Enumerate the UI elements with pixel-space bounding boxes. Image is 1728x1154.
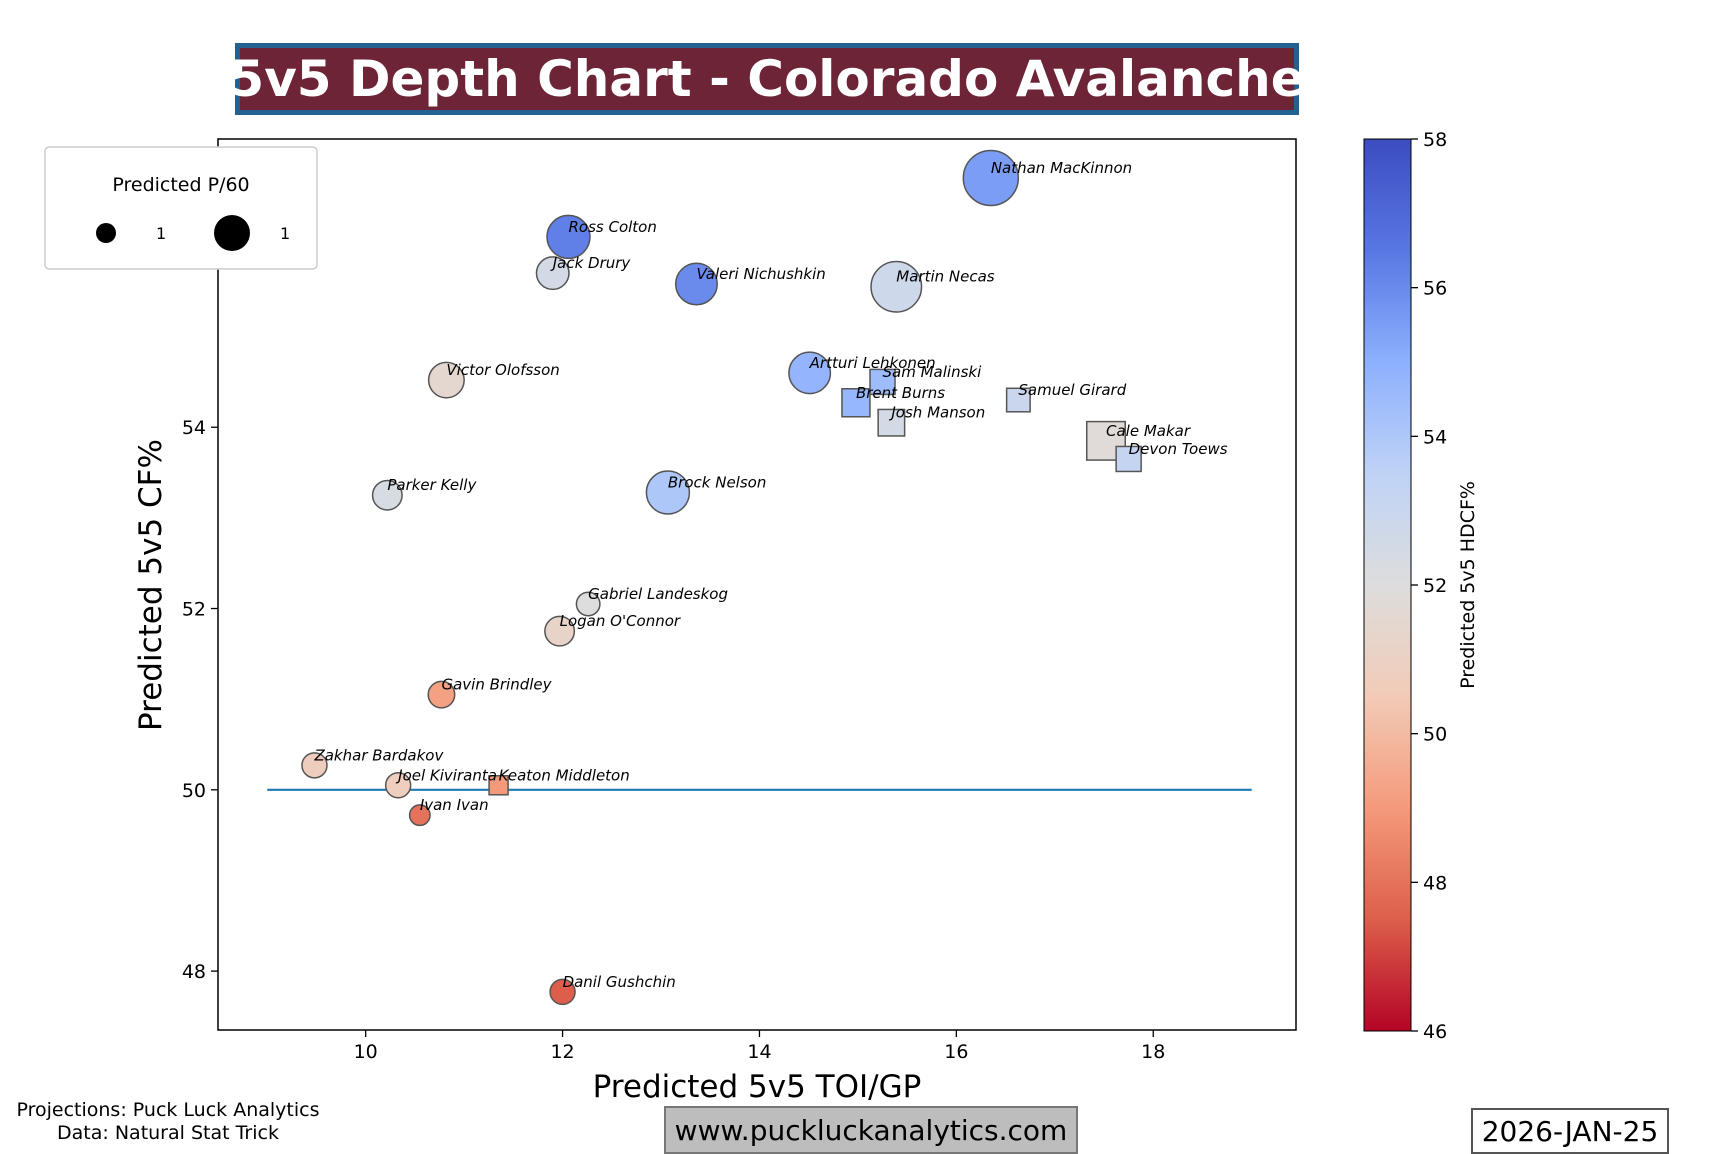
x-tick-label: 10: [354, 1041, 378, 1063]
data-point-valeri-nichushkin: [674, 262, 718, 306]
data-point-ross-colton: [546, 214, 591, 260]
legend-title: Predicted P/60: [112, 174, 249, 196]
point-label-valeri-nichushkin: Valeri Nichushkin: [696, 265, 825, 283]
data-point-danil-gushchin: [549, 978, 576, 1006]
y-axis-label: Predicted 5v5 CF%: [133, 439, 169, 731]
data-point-keaton-middleton: [488, 775, 509, 796]
point-label-samuel-girard: Samuel Girard: [1018, 381, 1126, 399]
colorbar-gradient: [1363, 138, 1412, 1032]
colorbar-tick-label: 48: [1423, 872, 1447, 894]
colorbar-tick-label: 56: [1423, 278, 1447, 300]
colorbar-tick-label: 46: [1423, 1021, 1447, 1043]
data-point-parker-kelly: [371, 479, 403, 511]
website-badge: www.puckluckanalytics.com: [664, 1106, 1078, 1154]
point-label-sam-malinski: Sam Malinski: [883, 363, 983, 381]
point-label-zakhar-bardakov: Zakhar Bardakov: [313, 746, 444, 764]
data-point-devon-toews: [1115, 445, 1142, 473]
point-label-victor-olofsson: Victor Olofsson: [446, 361, 559, 379]
legend-label-large: 1: [280, 224, 290, 243]
x-tick-label: 14: [747, 1041, 771, 1063]
data-point-victor-olofsson: [427, 361, 465, 399]
legend-marker-small: [96, 223, 116, 243]
credits: Projections: Puck Luck Analytics Data: N…: [0, 1099, 336, 1145]
data-point-ivan-ivan: [408, 804, 431, 827]
point-label-danil-gushchin: Danil Gushchin: [563, 973, 676, 991]
point-label-josh-manson: Josh Manson: [888, 404, 985, 422]
data-point-gabriel-landeskog: [575, 591, 601, 617]
x-axis-label: Predicted 5v5 TOI/GP: [593, 1069, 922, 1105]
data-point-sam-malinski: [869, 368, 896, 396]
x-tick-label: 18: [1141, 1041, 1165, 1063]
chart-title: 5v5 Depth Chart - Colorado Avalanche: [229, 50, 1305, 108]
data-point-brock-nelson: [645, 470, 691, 515]
point-label-gabriel-landeskog: Gabriel Landeskog: [588, 585, 728, 603]
credit-projections: Projections: Puck Luck Analytics: [16, 1099, 320, 1121]
plot-area: [217, 138, 1297, 1031]
point-label-devon-toews: Devon Toews: [1129, 440, 1228, 458]
y-tick-label: 50: [182, 780, 206, 802]
credit-data: Data: Natural Stat Trick: [57, 1122, 279, 1144]
data-point-artturi-lehkonen: [788, 351, 832, 395]
point-label-joel-kiviranta: Joel Kiviranta: [395, 766, 497, 784]
colorbar-tick-label: 54: [1423, 426, 1447, 448]
data-point-martin-necas: [870, 260, 923, 313]
colorbar: 46 48 50 52 54 56 58 Predicted 5v5 HDCF%: [1363, 129, 1479, 1043]
data-point-nathan-mackinnon: [962, 149, 1020, 207]
point-label-ross-colton: Ross Colton: [568, 218, 656, 236]
point-label-brent-burns: Brent Burns: [856, 384, 945, 402]
data-point-brent-burns: [841, 388, 871, 418]
point-label-cale-makar: Cale Makar: [1106, 422, 1191, 440]
point-label-martin-necas: Martin Necas: [896, 268, 995, 286]
data-point-joel-kiviranta: [384, 772, 412, 799]
point-label-nathan-mackinnon: Nathan MacKinnon: [991, 159, 1132, 177]
data-point-jack-drury: [535, 256, 570, 291]
point-label-parker-kelly: Parker Kelly: [387, 476, 477, 494]
point-label-jack-drury: Jack Drury: [550, 254, 632, 272]
colorbar-tick-label: 52: [1423, 575, 1447, 597]
legend-label-small: 1: [156, 224, 166, 243]
y-tick-label: 54: [182, 417, 206, 439]
data-point-josh-manson: [877, 408, 906, 437]
size-legend: Predicted P/60 1 1: [44, 146, 318, 270]
x-tick-label: 12: [550, 1041, 574, 1063]
legend-marker-large: [214, 215, 250, 251]
chart-title-banner: 5v5 Depth Chart - Colorado Avalanche: [229, 43, 1305, 115]
colorbar-tick-label: 58: [1423, 129, 1447, 151]
y-tick-label: 48: [182, 961, 206, 983]
point-label-ivan-ivan: Ivan Ivan: [420, 796, 489, 814]
colorbar-tick-label: 50: [1423, 724, 1447, 746]
point-label-artturi-lehkonen: Artturi Lehkonen: [809, 354, 936, 372]
point-label-keaton-middleton: Keaton Middleton: [499, 766, 630, 784]
y-tick-label: 52: [182, 599, 206, 621]
point-label-logan-o-connor: Logan O'Connor: [560, 612, 681, 630]
date-badge: 2026-JAN-25: [1471, 1108, 1669, 1154]
point-label-gavin-brindley: Gavin Brindley: [441, 676, 552, 694]
point-label-brock-nelson: Brock Nelson: [668, 473, 766, 491]
data-point-logan-o-connor: [544, 615, 576, 647]
data-point-samuel-girard: [1005, 387, 1031, 413]
colorbar-label: Predicted 5v5 HDCF%: [1457, 481, 1479, 689]
data-point-gavin-brindley: [427, 680, 456, 709]
x-tick-label: 16: [944, 1041, 968, 1063]
data-point-zakhar-bardakov: [301, 752, 328, 779]
